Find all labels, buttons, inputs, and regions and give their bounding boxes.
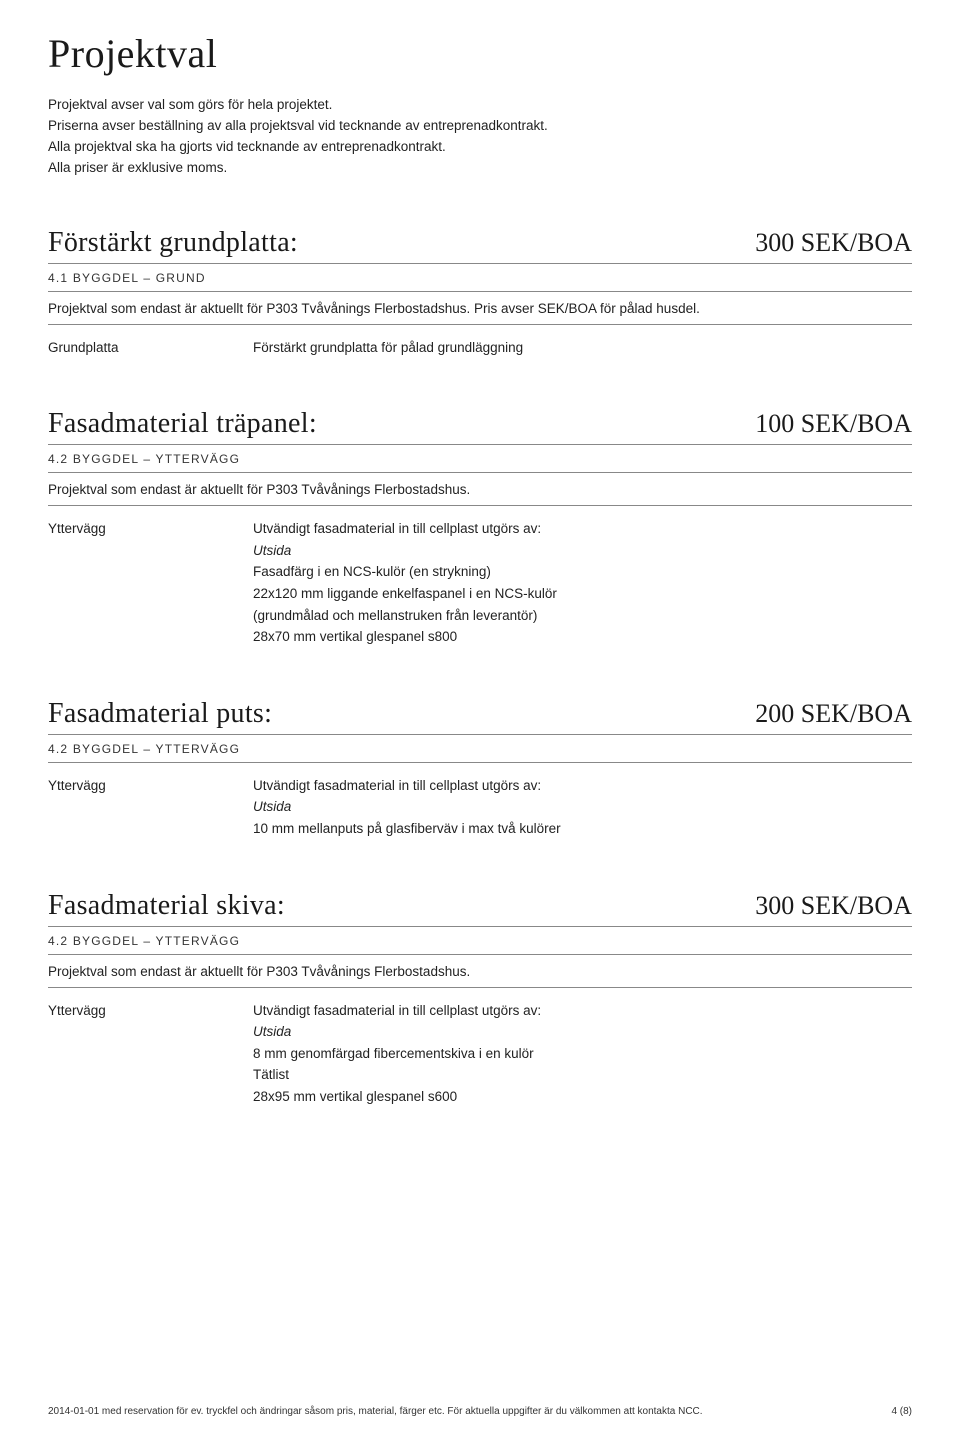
section-price: 300 SEK/BOA: [755, 891, 912, 921]
intro-line: Alla priser är exklusive moms.: [48, 158, 912, 179]
spec-line: 28x70 mm vertikal glespanel s800: [253, 626, 912, 648]
spec-line: Tätlist: [253, 1064, 912, 1086]
intro-line: Alla projektval ska ha gjorts vid teckna…: [48, 137, 912, 158]
spec-label: Yttervägg: [48, 775, 253, 840]
footer-page-number: 4 (8): [891, 1406, 912, 1417]
section-subheading: 4.1 BYGGDEL – GRUND: [48, 264, 912, 292]
spec-line: Utsida: [253, 796, 912, 818]
spec-line: Utsida: [253, 540, 912, 562]
section: Förstärkt grundplatta: 300 SEK/BOA 4.1 BYG…: [48, 227, 912, 359]
spec-label: Yttervägg: [48, 1000, 253, 1108]
section-title: Fasadmaterial träpanel:: [48, 408, 317, 440]
page-title: Projektval: [48, 30, 912, 77]
spec-label: Yttervägg: [48, 518, 253, 648]
section: Fasadmaterial skiva: 300 SEK/BOA 4.2 BYGGD…: [48, 890, 912, 1108]
spec-line: Förstärkt grundplatta för pålad grundläg…: [253, 337, 912, 359]
spec-line: 22x120 mm liggande enkelfaspanel i en NC…: [253, 583, 912, 605]
section-header: Fasadmaterial puts: 200 SEK/BOA: [48, 698, 912, 735]
spec-row: YtterväggUtvändigt fasadmaterial in till…: [48, 506, 912, 648]
section-note: Projektval som endast är aktuellt för P3…: [48, 292, 912, 325]
spec-body: Utvändigt fasadmaterial in till cellplas…: [253, 775, 912, 840]
intro-line: Projektval avser val som görs för hela p…: [48, 95, 912, 116]
spec-row: YtterväggUtvändigt fasadmaterial in till…: [48, 763, 912, 840]
spec-body: Utvändigt fasadmaterial in till cellplas…: [253, 1000, 912, 1108]
spec-line: Utvändigt fasadmaterial in till cellplas…: [253, 775, 912, 797]
spec-line: Utvändigt fasadmaterial in till cellplas…: [253, 1000, 912, 1022]
section-title: Förstärkt grundplatta:: [48, 227, 298, 259]
intro-line: Priserna avser beställning av alla proje…: [48, 116, 912, 137]
section-subheading: 4.2 BYGGDEL – YTTERVÄGG: [48, 927, 912, 955]
section-title: Fasadmaterial skiva:: [48, 890, 285, 922]
spec-line: 10 mm mellanputs på glasfiberväv i max t…: [253, 818, 912, 840]
section-price: 200 SEK/BOA: [755, 699, 912, 729]
section: Fasadmaterial träpanel: 100 SEK/BOA 4.2 BY…: [48, 408, 912, 648]
section-price: 300 SEK/BOA: [755, 228, 912, 258]
spec-line: (grundmålad och mellanstruken från lever…: [253, 605, 912, 627]
section-header: Fasadmaterial skiva: 300 SEK/BOA: [48, 890, 912, 927]
spec-body: Förstärkt grundplatta för pålad grundläg…: [253, 337, 912, 359]
spec-body: Utvändigt fasadmaterial in till cellplas…: [253, 518, 912, 648]
spec-row: YtterväggUtvändigt fasadmaterial in till…: [48, 988, 912, 1108]
intro-block: Projektval avser val som görs för hela p…: [48, 95, 912, 179]
section-title: Fasadmaterial puts:: [48, 698, 272, 730]
section-subheading: 4.2 BYGGDEL – YTTERVÄGG: [48, 735, 912, 763]
section: Fasadmaterial puts: 200 SEK/BOA 4.2 BYGGDE…: [48, 698, 912, 840]
spec-row: GrundplattaFörstärkt grundplatta för pål…: [48, 325, 912, 359]
section-header: Förstärkt grundplatta: 300 SEK/BOA: [48, 227, 912, 264]
spec-line: Utsida: [253, 1021, 912, 1043]
footer-disclaimer: 2014-01-01 med reservation för ev. tryck…: [48, 1406, 703, 1417]
section-price: 100 SEK/BOA: [755, 409, 912, 439]
spec-line: 28x95 mm vertikal glespanel s600: [253, 1086, 912, 1108]
section-header: Fasadmaterial träpanel: 100 SEK/BOA: [48, 408, 912, 445]
section-subheading: 4.2 BYGGDEL – YTTERVÄGG: [48, 445, 912, 473]
spec-line: Fasadfärg i en NCS-kulör (en strykning): [253, 561, 912, 583]
section-note: Projektval som endast är aktuellt för P3…: [48, 955, 912, 988]
page-footer: 2014-01-01 med reservation för ev. tryck…: [48, 1406, 912, 1417]
spec-line: 8 mm genomfärgad fibercementskiva i en k…: [253, 1043, 912, 1065]
section-note: Projektval som endast är aktuellt för P3…: [48, 473, 912, 506]
spec-label: Grundplatta: [48, 337, 253, 359]
spec-line: Utvändigt fasadmaterial in till cellplas…: [253, 518, 912, 540]
